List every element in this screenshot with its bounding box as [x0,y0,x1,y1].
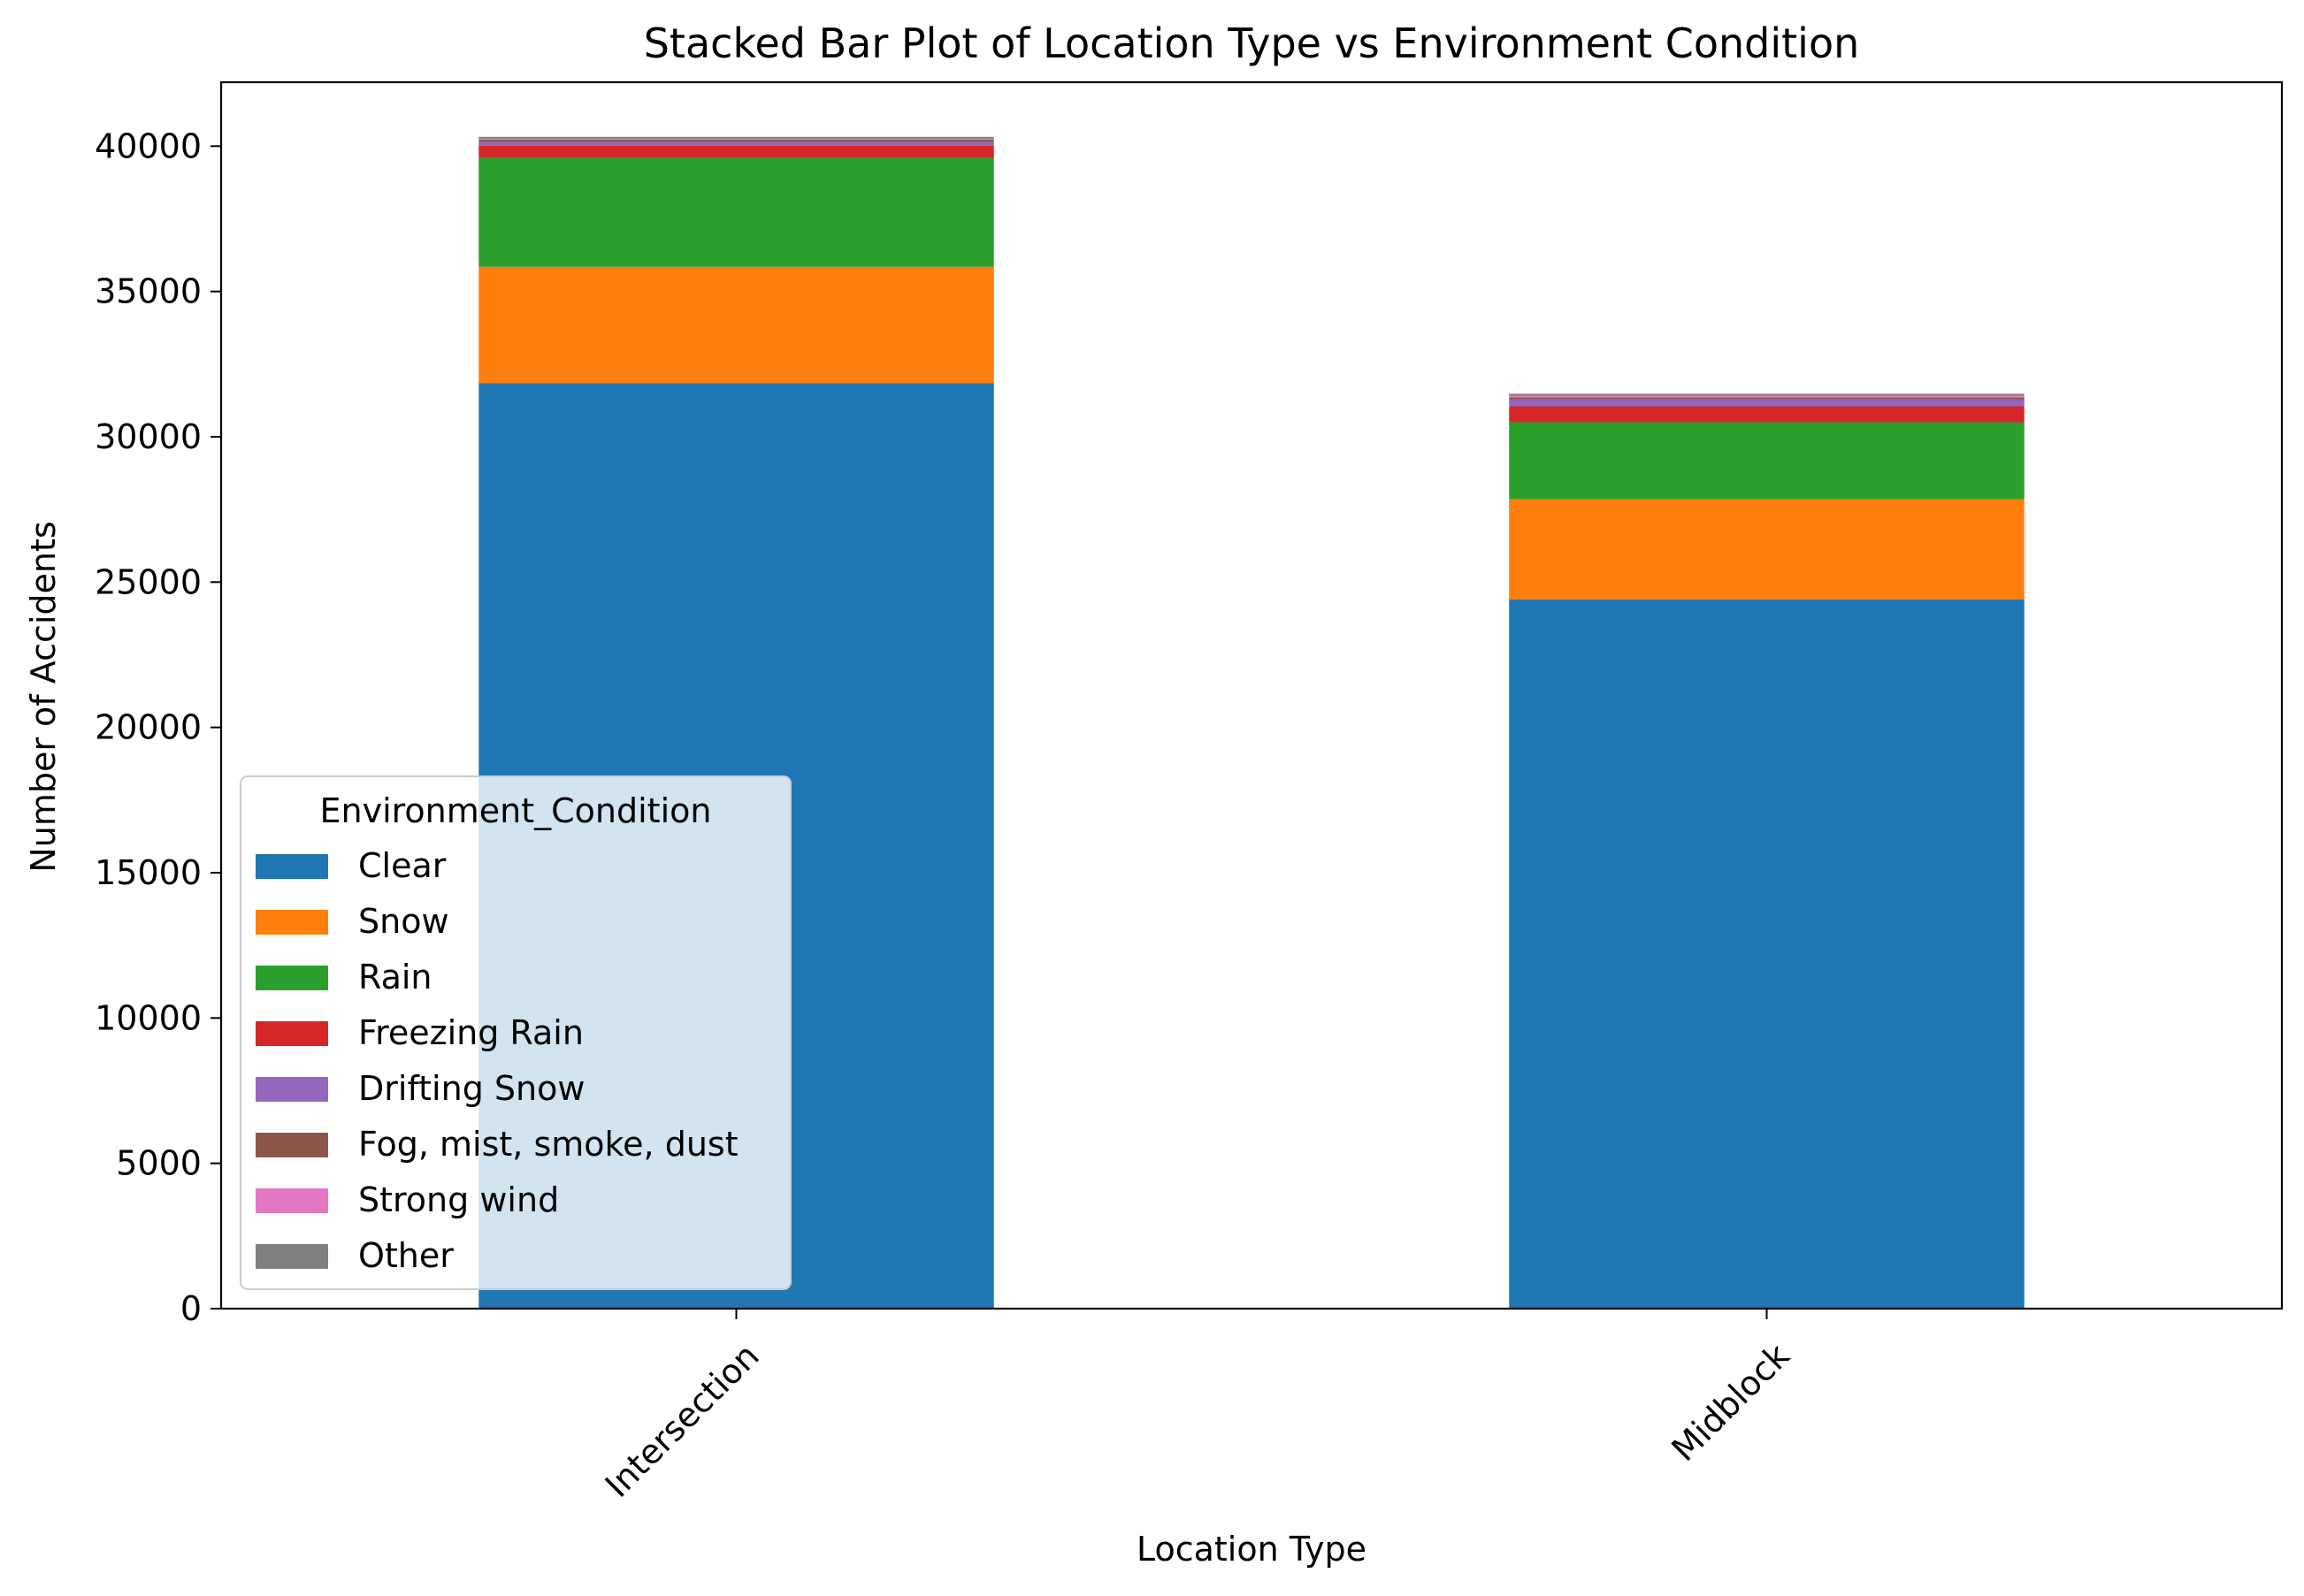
bar-intersection-other [478,136,994,139]
legend-label-drifting-snow: Drifting Snow [358,1069,585,1108]
legend-swatch-other [256,1244,328,1269]
bar-midblock-strong-wind [1509,395,2025,398]
bar-intersection-drifting-snow [478,141,994,146]
legend-box [240,775,792,1290]
legend-swatch-clear [256,854,328,879]
plot-frame [219,80,2284,1310]
y-tick-label-0: 0 [180,1289,202,1328]
y-tick-label-35000: 35000 [95,272,202,311]
chart-title: Stacked Bar Plot of Location Type vs Env… [644,19,1860,67]
bar-intersection-strong-wind [478,138,994,141]
x-axis-title: Location Type [1137,1530,1366,1569]
legend-label-snow: Snow [358,902,449,941]
y-tick-label-10000: 10000 [95,998,202,1037]
bar-intersection-freezing-rain [478,145,994,158]
y-tick-label-5000: 5000 [116,1144,202,1183]
bar-midblock-rain [1509,422,2025,500]
y-tick-label-25000: 25000 [95,562,202,601]
bar-midblock-snow [1509,499,2025,600]
bar-midblock-fog-mist-smoke-dust [1509,397,2025,400]
y-tick-label-15000: 15000 [95,853,202,892]
legend-swatch-strong-wind [256,1188,328,1213]
bar-midblock-drifting-snow [1509,399,2025,407]
legend-label-rain: Rain [358,958,432,997]
legend-label-other: Other [358,1236,454,1275]
y-tick-label-40000: 40000 [95,126,202,165]
y-tick-label-20000: 20000 [95,708,202,747]
bar-intersection-fog-mist-smoke-dust [478,140,994,142]
legend-swatch-freezing-rain [256,1021,328,1046]
legend-label-freezing-rain: Freezing Rain [358,1013,584,1052]
legend-label-fog-mist-smoke-dust: Fog, mist, smoke, dust [358,1125,739,1164]
bar-intersection-snow [478,266,994,384]
y-axis-title: Number of Accidents [24,521,63,872]
legend-swatch-snow [256,910,328,935]
bar-midblock-clear [1509,599,2025,1309]
legend-title: Environment_Condition [320,791,712,830]
bar-intersection-rain [478,157,994,267]
y-tick-label-30000: 30000 [95,417,202,456]
bar-midblock-other [1509,393,2025,396]
legend-label-strong-wind: Strong wind [358,1180,559,1219]
legend-label-clear: Clear [358,846,447,885]
legend-swatch-rain [256,966,328,990]
legend-swatch-fog-mist-smoke-dust [256,1133,328,1157]
legend-swatch-drifting-snow [256,1077,328,1102]
legend: Environment_Condition Clear Snow Rain Freezi… [240,775,792,1290]
bar-midblock-freezing-rain [1509,406,2025,423]
